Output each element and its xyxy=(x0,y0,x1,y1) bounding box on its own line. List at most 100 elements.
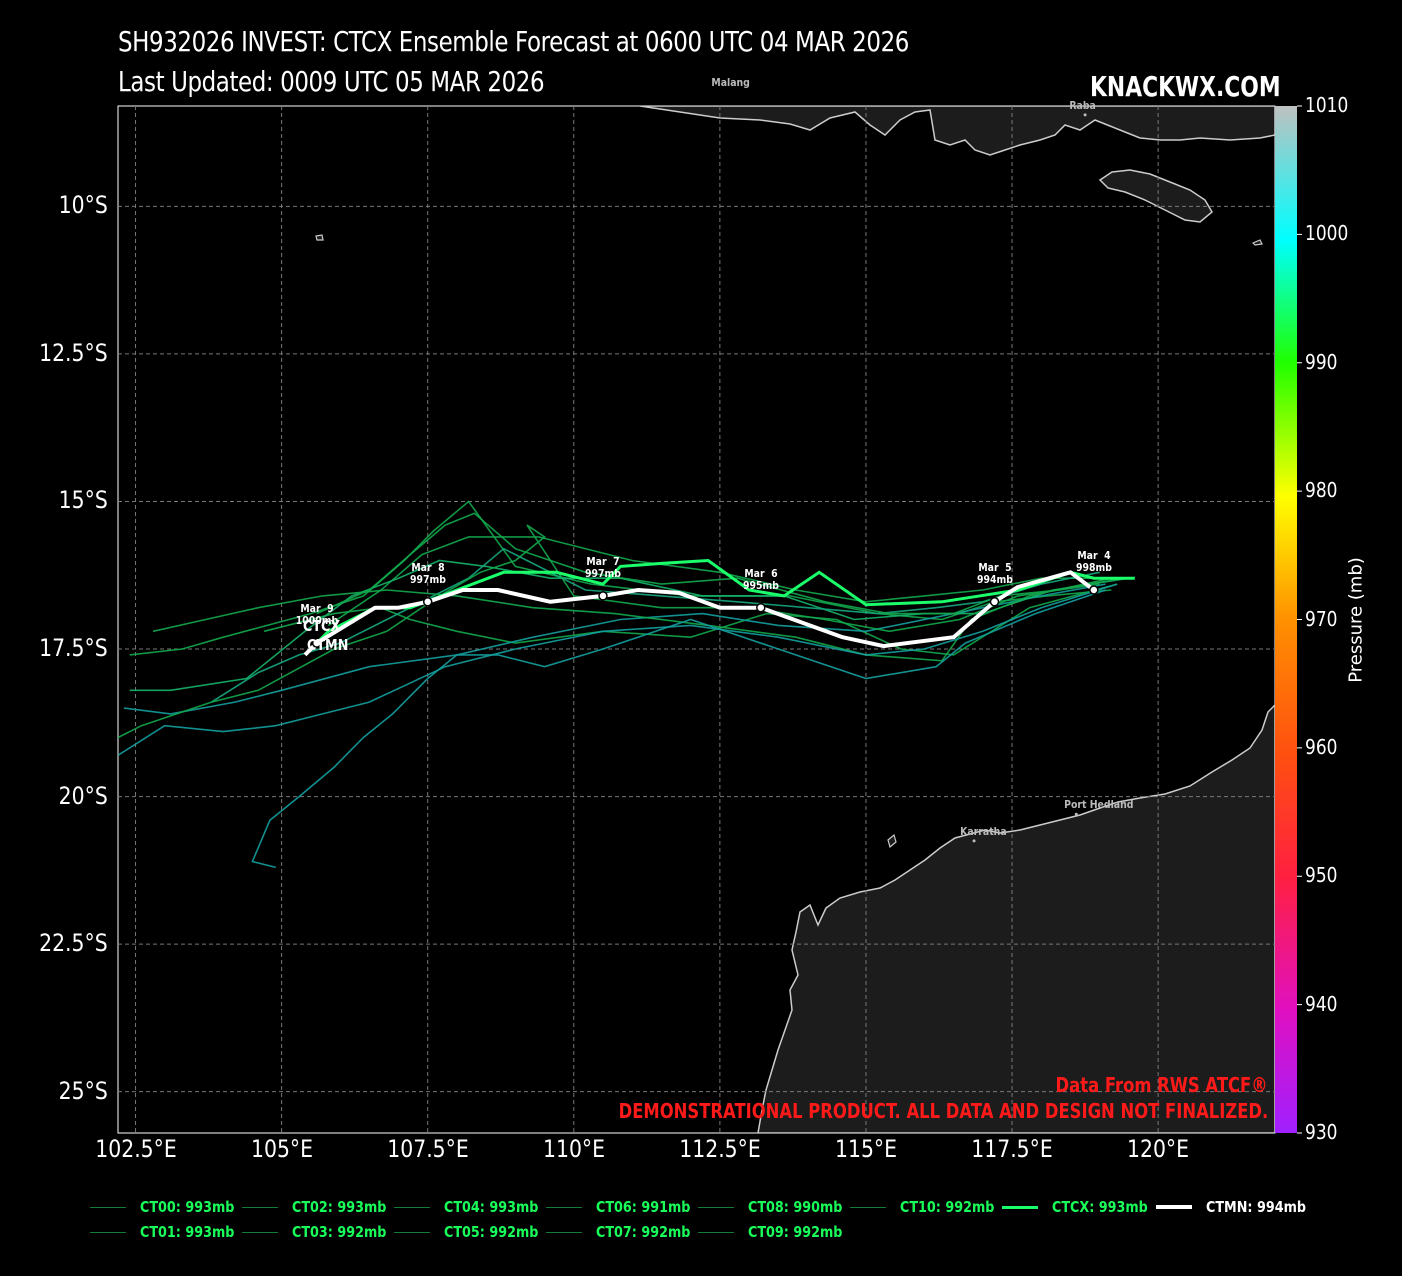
legend-label: CT10: 992mb xyxy=(900,1198,995,1216)
chart-title: SH932026 INVEST: CTCX Ensemble Forecast … xyxy=(118,25,909,58)
ctmn-end-label: CTMN xyxy=(306,635,349,654)
legend-item-ct06: CT06: 991mb xyxy=(546,1196,707,1218)
ctcx-end-label: CTCX xyxy=(302,616,341,635)
colorbar-tick-label: 970 xyxy=(1305,606,1338,631)
legend-label: CT02: 993mb xyxy=(292,1198,387,1216)
legend-swatch xyxy=(698,1231,734,1233)
legend-swatch xyxy=(242,1231,278,1233)
legend-swatch xyxy=(1002,1205,1038,1209)
lon-tick-label: 110°E xyxy=(542,1135,605,1163)
member-track-ct07 xyxy=(118,583,1118,756)
lon-tick-label: 102.5°E xyxy=(94,1135,177,1163)
colorbar-ticks xyxy=(1297,105,1302,1134)
legend-swatch xyxy=(850,1206,886,1208)
legend-label: CT04: 993mb xyxy=(444,1198,539,1216)
lat-tick-label: 25°S xyxy=(58,1076,108,1105)
legend-swatch xyxy=(1156,1205,1192,1209)
lon-tick-label: 120°E xyxy=(1127,1135,1190,1163)
city-dot xyxy=(1074,812,1078,816)
legend-swatch xyxy=(394,1231,430,1233)
day-marker xyxy=(598,591,608,601)
legend-label: CT00: 993mb xyxy=(140,1198,235,1216)
legend-label: CT09: 992mb xyxy=(748,1223,843,1241)
member-track-ct08 xyxy=(316,512,1124,615)
city-label: Port Hedland xyxy=(1064,798,1134,812)
legend-swatch xyxy=(546,1206,582,1208)
legend-label: CT05: 992mb xyxy=(444,1223,539,1241)
legend-item-ctcx: CTCX: 993mb xyxy=(1002,1196,1165,1218)
member-track-ct06 xyxy=(152,577,1112,662)
legend-item-ctmn: CTMN: 994mb xyxy=(1156,1196,1324,1218)
lat-tick-label: 10°S xyxy=(58,191,108,220)
legend-swatch xyxy=(90,1206,126,1208)
lon-tick-label: 107.5°E xyxy=(386,1135,469,1163)
day-marker-label: Mar 8 997mb xyxy=(409,560,446,586)
legend-label: CT03: 992mb xyxy=(292,1223,387,1241)
legend-item-ct10: CT10: 992mb xyxy=(850,1196,1011,1218)
member-track-ct00 xyxy=(327,536,1124,627)
day-marker xyxy=(311,638,322,648)
colorbar-tick-label: 1010 xyxy=(1305,93,1349,117)
day-marker xyxy=(989,597,1000,607)
mean-track-ctmn xyxy=(303,570,1096,657)
legend-item-ct00: CT00: 993mb xyxy=(90,1196,251,1218)
legend-swatch xyxy=(394,1206,430,1208)
legend-label: CT08: 990mb xyxy=(748,1198,843,1216)
chart-subtitle: Last Updated: 0009 UTC 05 MAR 2026 xyxy=(118,65,545,98)
land-java-nusa xyxy=(639,106,1275,156)
city-label: Karratha xyxy=(960,824,1007,838)
colorbar-tick-label: 940 xyxy=(1305,991,1338,1016)
lat-tick-label: 12.5°S xyxy=(39,338,108,367)
lat-tick-label: 15°S xyxy=(58,486,108,515)
brand-logo-text: KNACKWX.COM xyxy=(1090,70,1281,103)
disclaimer-note: DEMONSTRATIONAL PRODUCT. ALL DATA AND DE… xyxy=(618,1099,1268,1123)
member-track-ct10 xyxy=(118,524,1100,739)
lon-tick-label: 105°E xyxy=(250,1135,313,1163)
legend-item-ct03: CT03: 992mb xyxy=(242,1221,403,1243)
legend-label: CT07: 992mb xyxy=(596,1223,691,1241)
legend-swatch xyxy=(698,1206,734,1208)
lon-tick-label: 112.5°E xyxy=(679,1135,761,1163)
legend-label: CT01: 993mb xyxy=(140,1223,235,1241)
day-marker xyxy=(756,602,766,613)
legend-swatch xyxy=(546,1231,582,1233)
land-sumba xyxy=(1098,169,1213,223)
legend-item-ct01: CT01: 993mb xyxy=(90,1221,251,1243)
member-track-ct09 xyxy=(251,589,1106,869)
day-marker-label: Mar 6 995mb xyxy=(742,566,779,592)
colorbar-tick-label: 960 xyxy=(1305,734,1338,759)
land-australia xyxy=(757,703,1275,1133)
land-islet xyxy=(1251,239,1263,246)
colorbar xyxy=(1275,106,1297,1133)
legend-swatch xyxy=(90,1231,126,1233)
lon-tick-label: 117.5°E xyxy=(971,1135,1053,1163)
legend-item-ct08: CT08: 990mb xyxy=(698,1196,859,1218)
lat-tick-label: 17.5°S xyxy=(39,634,108,662)
day-marker xyxy=(422,597,433,607)
land-islet xyxy=(315,234,324,241)
colorbar-tick-label: 1000 xyxy=(1305,221,1349,246)
city-label: Raba xyxy=(1069,98,1096,112)
day-marker-label: Mar 5 994mb xyxy=(976,560,1013,586)
day-marker-label: Mar 7 997mb xyxy=(585,554,621,580)
day-marker xyxy=(1089,585,1099,595)
lat-tick-label: 22.5°S xyxy=(39,929,108,958)
lat-tick-label: 20°S xyxy=(58,781,108,810)
colorbar-title: Pressure (mb) xyxy=(1345,557,1367,683)
member-track-ct05 xyxy=(211,547,1100,703)
lon-tick-label: 115°E xyxy=(834,1135,897,1163)
city-dot xyxy=(1083,113,1087,117)
colorbar-tick-label: 950 xyxy=(1305,863,1338,888)
colorbar-tick-label: 930 xyxy=(1305,1120,1338,1144)
colorbar-tick-label: 980 xyxy=(1305,478,1338,503)
land-islet xyxy=(887,833,897,849)
legend-label: CTCX: 993mb xyxy=(1052,1198,1148,1216)
ensemble-tracks xyxy=(118,500,1135,869)
legend-item-ct05: CT05: 992mb xyxy=(394,1221,555,1243)
member-track-ct03 xyxy=(123,583,1106,715)
legend-item-ct09: CT09: 992mb xyxy=(698,1221,859,1243)
day-marker-label: Mar 9 1000mb xyxy=(295,602,338,628)
colorbar-tick-label: 990 xyxy=(1305,349,1338,374)
city-label: Malang xyxy=(711,76,750,89)
